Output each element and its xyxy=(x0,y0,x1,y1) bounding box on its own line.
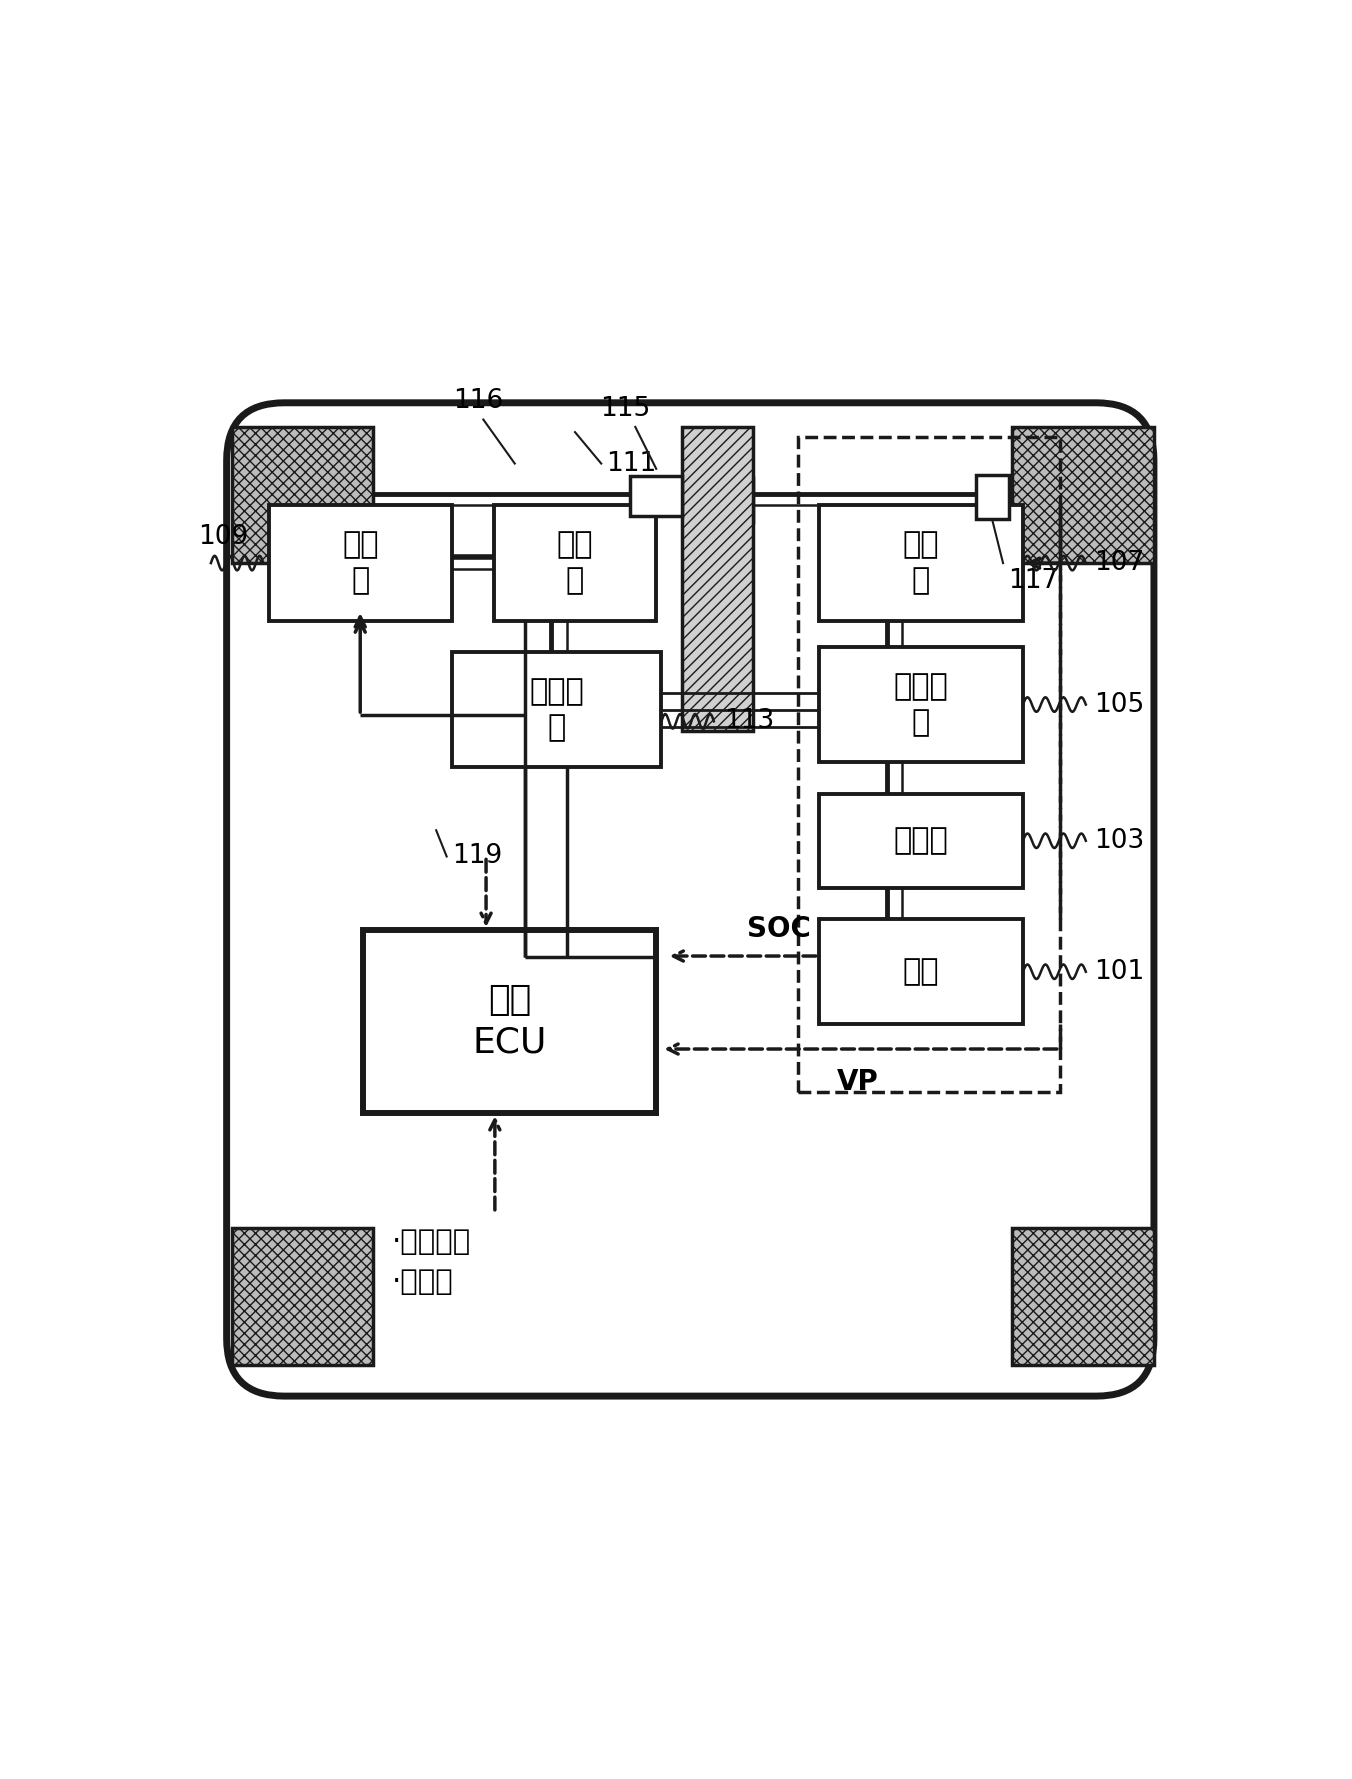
Bar xyxy=(818,920,1023,1025)
Text: 101: 101 xyxy=(1094,959,1144,986)
Bar xyxy=(630,477,683,516)
Text: 发电
机: 发电 机 xyxy=(557,530,594,596)
Text: VP: VP xyxy=(837,1067,879,1096)
Text: SOC: SOC xyxy=(748,916,811,943)
Bar xyxy=(1013,1229,1155,1364)
Text: 107: 107 xyxy=(1094,550,1144,576)
Text: 管理
ECU: 管理 ECU xyxy=(472,984,546,1060)
Text: 103: 103 xyxy=(1094,827,1144,854)
Text: 109: 109 xyxy=(199,523,249,550)
Text: 主逆变
器: 主逆变 器 xyxy=(894,672,948,737)
Bar xyxy=(362,930,656,1114)
Text: ·制动力: ·制动力 xyxy=(392,1268,454,1297)
Text: 119: 119 xyxy=(452,843,502,870)
Text: 111: 111 xyxy=(607,450,657,477)
Bar xyxy=(452,653,661,767)
Text: 电池: 电池 xyxy=(903,957,940,986)
Bar xyxy=(233,1229,373,1364)
Text: 电动
机: 电动 机 xyxy=(903,530,940,596)
Bar xyxy=(818,793,1023,888)
Text: 内燃
机: 内燃 机 xyxy=(342,530,379,596)
Bar xyxy=(818,648,1023,761)
Bar xyxy=(493,505,656,621)
Bar xyxy=(976,475,1010,519)
Text: 117: 117 xyxy=(1009,568,1059,594)
Bar xyxy=(798,438,1060,1092)
Text: ·油门开度: ·油门开度 xyxy=(392,1229,472,1256)
Bar xyxy=(1013,427,1155,564)
Bar xyxy=(818,505,1023,621)
Bar xyxy=(233,427,373,564)
Text: 105: 105 xyxy=(1094,692,1144,717)
FancyBboxPatch shape xyxy=(227,402,1155,1397)
Bar xyxy=(683,427,753,731)
Text: 115: 115 xyxy=(600,395,650,422)
Text: 113: 113 xyxy=(725,708,775,735)
Text: 116: 116 xyxy=(453,388,503,415)
Text: 转换器: 转换器 xyxy=(894,825,948,856)
Text: 副逆变
器: 副逆变 器 xyxy=(530,678,584,742)
Bar xyxy=(269,505,452,621)
